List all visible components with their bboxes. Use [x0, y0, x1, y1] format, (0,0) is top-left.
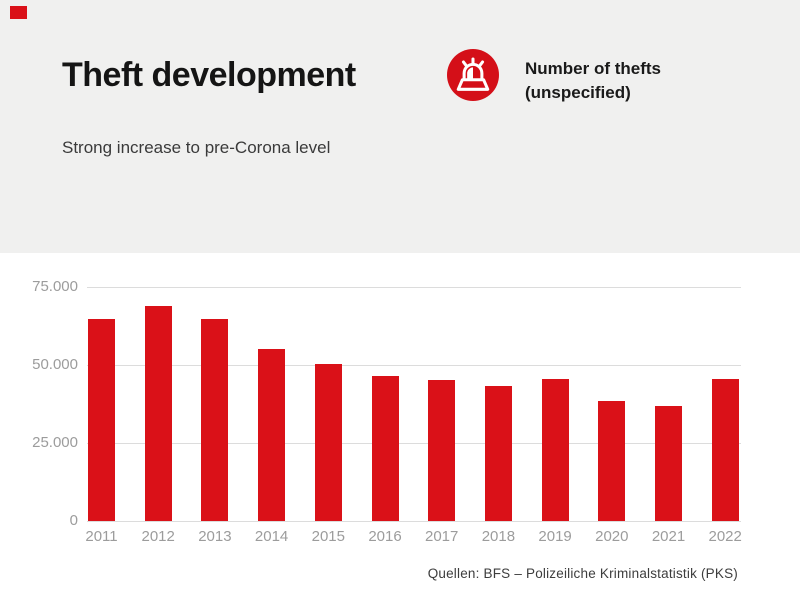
legend-label-line1: Number of thefts: [525, 59, 661, 78]
bar-chart: 0 25.000 50.000 75.000 2011 2012 2013 2014 2015 2…: [0, 253, 800, 600]
x-axis-label-2012: 2012: [141, 528, 175, 545]
bar-2014: [258, 349, 286, 521]
page-title: Theft development: [62, 56, 356, 94]
gridline-25.000: [87, 443, 741, 444]
bar-2018: [484, 385, 512, 521]
bar-2013: [201, 319, 229, 521]
legend-label: Number of thefts (unspecified): [525, 57, 765, 105]
x-axis-label-2021: 2021: [651, 528, 686, 545]
x-axis-label-2016: 2016: [368, 528, 402, 545]
bar-2015: [314, 363, 342, 521]
gridline-50.000: [87, 365, 741, 366]
bar-2022: [711, 379, 739, 521]
legend-label-line2: (unspecified): [525, 83, 631, 102]
y-axis-label-50.000: 50.000: [32, 356, 78, 373]
x-axis-label-2019: 2019: [538, 528, 572, 545]
bar-2020: [598, 401, 626, 521]
x-axis-label-2013: 2013: [198, 528, 232, 545]
page-subtitle: Strong increase to pre-Corona level: [62, 138, 331, 157]
y-axis-label-75.000: 75.000: [32, 278, 78, 295]
y-axis-label-0: 0: [69, 512, 78, 529]
gridline-75.000: [87, 287, 741, 288]
brand-mark: [10, 6, 27, 19]
header-panel: Theft development Strong increase to pre…: [0, 0, 800, 253]
bar-2016: [371, 375, 399, 521]
gridline-0: [87, 521, 741, 522]
bar-2017: [428, 379, 456, 521]
x-axis-label-2011: 2011: [85, 528, 118, 545]
bar-2011: [88, 319, 115, 521]
x-axis-label-2022: 2022: [708, 528, 742, 545]
source-note: Quellen: BFS – Polizeiliche Kriminalstat…: [427, 566, 738, 581]
x-axis-label-2014: 2014: [254, 528, 289, 545]
x-axis-label-2020: 2020: [595, 528, 629, 545]
x-axis-label-2017: 2017: [425, 528, 459, 545]
bar-2019: [541, 379, 569, 521]
siren-icon: [447, 49, 499, 101]
bar-2012: [144, 306, 172, 521]
x-axis-label-2015: 2015: [311, 528, 345, 545]
bar-2021: [655, 406, 682, 521]
y-axis-label-25.000: 25.000: [32, 434, 78, 451]
x-axis-label-2018: 2018: [481, 528, 516, 545]
